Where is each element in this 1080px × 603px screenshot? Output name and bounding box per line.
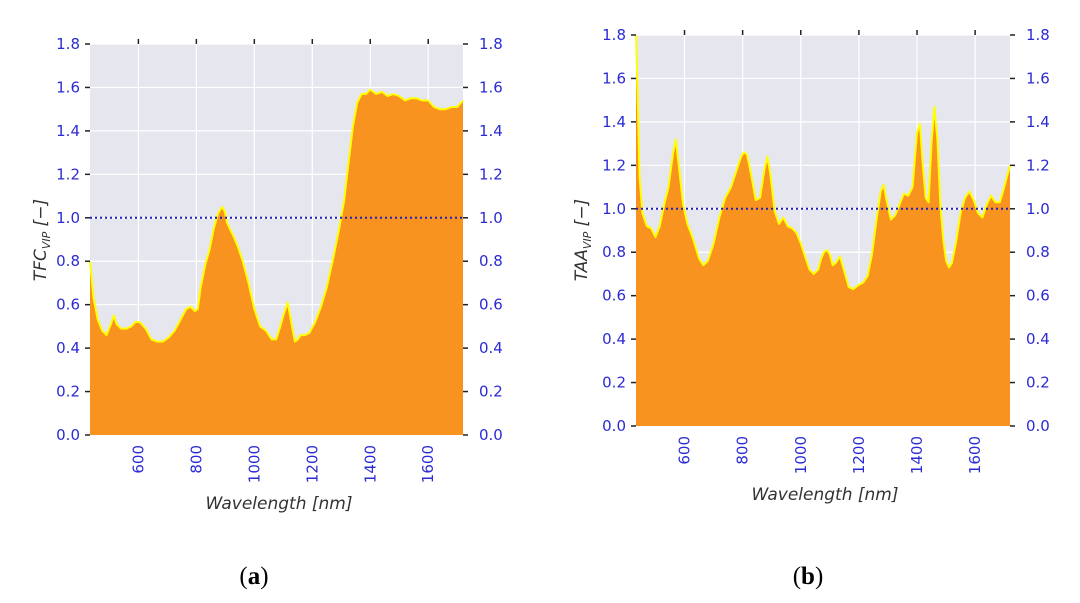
y-tick-label-left-a-3: 0.6 [56,296,80,314]
y-tick-label-right-a-4: 0.8 [479,252,503,270]
caption-b-letter: b [801,563,815,590]
caption-a-open: ( [239,563,247,590]
y-tick-label-left-b-0: 0.0 [602,417,626,435]
caption-b: (b) [793,563,824,590]
y-axis-label-a-main: TFC [31,249,51,281]
y-axis-label-a-tail: [−] [31,199,51,232]
caption-a-letter: a [248,563,261,590]
y-axis-label-a-sub: VIP [40,231,53,249]
y-tick-label-left-a-1: 0.2 [56,383,80,401]
x-tick-label-a-1400: 1400 [361,445,379,483]
y-tick-label-right-b-6: 1.2 [1026,156,1050,174]
y-tick-label-right-a-2: 0.4 [479,339,503,357]
y-tick-label-left-b-1: 0.2 [602,374,626,392]
ticks-a: 600 800 1000 1200 1400 1600 0.0 0.0 0.2 0.2 0.4 0.4… [56,35,503,483]
y-tick-label-left-a-8: 1.6 [56,78,80,96]
y-tick-label-right-b-3: 0.6 [1026,287,1050,305]
y-tick-label-left-a-2: 0.4 [56,339,80,357]
y-tick-label-right-b-1: 0.2 [1026,374,1050,392]
y-tick-label-left-a-0: 0.0 [56,426,80,444]
panel-a: 600 800 1000 1200 1400 1600 0.0 0.0 0.2 0.2 0.4 0.4… [31,35,503,590]
y-tick-label-left-b-5: 1.0 [602,200,626,218]
x-tick-label-b-1000: 1000 [792,436,810,474]
x-tick-label-b-600: 600 [676,436,694,465]
y-tick-label-right-a-7: 1.4 [479,122,503,140]
y-tick-label-left-b-6: 1.2 [602,156,626,174]
y-tick-label-left-b-9: 1.8 [602,26,626,44]
y-axis-label-b-sub: VIP [581,231,594,249]
y-tick-label-right-b-2: 0.4 [1026,330,1050,348]
x-tick-label-b-1400: 1400 [908,436,926,474]
y-tick-label-left-a-5: 1.0 [56,209,80,227]
y-tick-label-right-a-0: 0.0 [479,426,503,444]
taa-vip-line [635,34,1011,291]
y-tick-label-right-b-4: 0.8 [1026,243,1050,261]
y-axis-label-b: TAAVIP [−] [572,199,594,281]
y-tick-label-right-a-1: 0.2 [479,383,503,401]
x-tick-label-b-800: 800 [734,436,752,465]
x-tick-label-a-800: 800 [187,445,205,474]
y-tick-label-right-b-9: 1.8 [1026,26,1050,44]
y-tick-label-right-a-6: 1.2 [479,165,503,183]
y-axis-label-a: TFCVIP [−] [31,199,53,281]
y-tick-label-right-b-5: 1.0 [1026,200,1050,218]
y-tick-label-left-a-6: 1.2 [56,165,80,183]
y-tick-label-left-a-7: 1.4 [56,122,80,140]
x-tick-label-a-600: 600 [129,445,147,474]
y-tick-label-right-b-8: 1.6 [1026,69,1050,87]
y-tick-label-right-b-7: 1.4 [1026,113,1050,131]
caption-b-open: ( [793,563,801,590]
y-tick-label-right-a-3: 0.6 [479,296,503,314]
tfc-vip-line [89,88,464,343]
caption-b-close: ) [815,563,823,590]
x-tick-label-a-1200: 1200 [303,445,321,483]
caption-a: (a) [239,563,268,590]
y-tick-label-right-a-8: 1.6 [479,78,503,96]
x-axis-label-a: Wavelength [nm] [205,494,352,514]
y-tick-label-left-b-2: 0.4 [602,330,626,348]
y-tick-label-right-a-5: 1.0 [479,209,503,227]
x-tick-label-b-1600: 1600 [966,436,984,474]
panel-b: 600 800 1000 1200 1400 1600 0.0 0.0 0.2 0.2 0.4 0.4… [572,26,1050,590]
x-tick-label-b-1200: 1200 [850,436,868,474]
y-tick-label-left-b-3: 0.6 [602,287,626,305]
y-tick-label-left-b-7: 1.4 [602,113,626,131]
x-tick-label-a-1600: 1600 [419,445,437,483]
y-tick-label-right-a-9: 1.8 [479,35,503,53]
ticks-b: 600 800 1000 1200 1400 1600 0.0 0.0 0.2 0.2 0.4 0.4… [602,26,1050,474]
x-axis-label-b: Wavelength [nm] [751,485,898,505]
y-tick-label-left-b-4: 0.8 [602,243,626,261]
x-tick-label-a-1000: 1000 [245,445,263,483]
y-axis-label-b-tail: [−] [572,199,592,232]
y-tick-label-right-b-0: 0.0 [1026,417,1050,435]
taa-vip-area [636,35,1010,426]
y-tick-label-left-a-9: 1.8 [56,35,80,53]
y-axis-label-b-main: TAA [572,249,592,281]
tfc-vip-area [90,89,463,435]
caption-a-close: ) [260,563,268,590]
y-tick-label-left-a-4: 0.8 [56,252,80,270]
y-tick-label-left-b-8: 1.6 [602,69,626,87]
